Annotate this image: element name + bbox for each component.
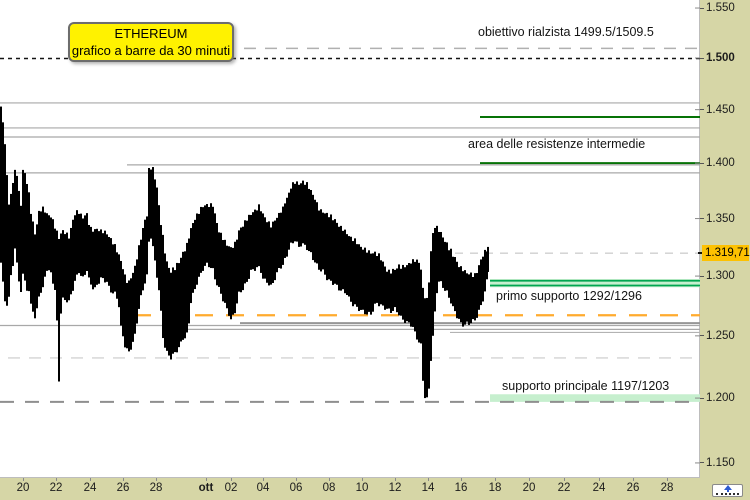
price-bars xyxy=(0,106,489,399)
x-axis-tick xyxy=(461,478,462,481)
y-axis-label: 1.550 xyxy=(706,2,735,15)
chart-title-box: ETHEREUM grafico a barre da 30 minuti xyxy=(68,22,234,62)
x-axis-label: 22 xyxy=(49,482,63,494)
x-axis-label: 20 xyxy=(16,482,30,494)
y-axis-tick xyxy=(700,218,704,220)
y-axis-label: 1.350 xyxy=(706,212,735,225)
y-axis-label: 1.250 xyxy=(706,329,735,342)
chart-canvas xyxy=(0,7,700,464)
x-axis-label: 18 xyxy=(488,482,502,494)
chart-title-symbol: ETHEREUM xyxy=(114,26,188,41)
x-axis-label: 20 xyxy=(522,482,536,494)
y-axis-tick xyxy=(700,57,704,59)
dotted-track-icon xyxy=(716,493,739,495)
x-axis-label: 28 xyxy=(660,482,674,494)
x-axis-label: 26 xyxy=(116,482,130,494)
y-axis-tick xyxy=(700,162,704,164)
y-axis-label: 1.450 xyxy=(706,103,735,116)
x-axis-tick xyxy=(529,478,530,481)
x-axis-label: 06 xyxy=(289,482,303,494)
y-axis-label: 1.200 xyxy=(706,392,735,405)
blue-up-arrow-stem xyxy=(726,490,729,492)
x-axis-tick xyxy=(495,478,496,481)
x-axis-label: 08 xyxy=(322,482,336,494)
x-axis-label: 04 xyxy=(256,482,270,494)
x-axis-label: 24 xyxy=(592,482,606,494)
x-axis-tick xyxy=(564,478,565,481)
x-axis-tick xyxy=(667,478,668,481)
x-axis-tick xyxy=(296,478,297,481)
y-axis-tick xyxy=(700,109,704,111)
x-axis-tick xyxy=(231,478,232,481)
x-axis-label: 26 xyxy=(626,482,640,494)
x-axis-tick xyxy=(428,478,429,481)
x-axis-tick xyxy=(90,478,91,481)
x-axis-label: 28 xyxy=(149,482,163,494)
x-axis-label: 16 xyxy=(454,482,468,494)
y-axis-tick xyxy=(700,462,704,464)
x-axis-label: ott xyxy=(198,482,214,494)
x-axis-tick xyxy=(23,478,24,481)
x-axis-tick xyxy=(56,478,57,481)
x-axis-label: 02 xyxy=(224,482,238,494)
blue-up-arrow-icon xyxy=(723,485,732,490)
supporto-principale-band xyxy=(490,394,700,402)
y-axis-label: 1.400 xyxy=(706,157,735,170)
price-chart-plot-area[interactable] xyxy=(0,0,700,478)
y-axis-label: 1.500 xyxy=(706,52,735,64)
x-axis-label: 22 xyxy=(557,482,571,494)
y-axis-label: 1.150 xyxy=(706,456,735,469)
x-axis-tick xyxy=(395,478,396,481)
y-axis-tick xyxy=(700,335,704,337)
x-axis-tick xyxy=(633,478,634,481)
y-axis-label: 1.300 xyxy=(706,270,735,283)
x-axis-tick xyxy=(206,478,207,481)
x-axis-label: 14 xyxy=(421,482,435,494)
x-axis-label: 24 xyxy=(83,482,97,494)
last-price-tag: 1.319,71 xyxy=(698,245,750,262)
scroll-to-latest-button[interactable] xyxy=(712,484,743,497)
primo-supporto-band xyxy=(490,279,700,288)
x-axis-tick xyxy=(156,478,157,481)
last-price-tick xyxy=(698,252,702,254)
x-axis-tick xyxy=(599,478,600,481)
x-axis-tick xyxy=(362,478,363,481)
y-axis-tick xyxy=(700,397,704,399)
x-axis-label: 12 xyxy=(388,482,402,494)
x-axis-tick xyxy=(123,478,124,481)
y-axis-tick xyxy=(700,275,704,277)
date-axis[interactable]: 20 22 24 26 28 ott 02 04 06 08 10 12 14 16 18 20 22 24 26 2… xyxy=(0,478,700,500)
y-axis-tick xyxy=(700,7,704,9)
x-axis-tick xyxy=(263,478,264,481)
x-axis-label: 10 xyxy=(355,482,369,494)
last-price-value: 1.319,71 xyxy=(705,247,750,260)
x-axis-tick xyxy=(329,478,330,481)
chart-title-timeframe: grafico a barre da 30 minuti xyxy=(71,43,231,58)
